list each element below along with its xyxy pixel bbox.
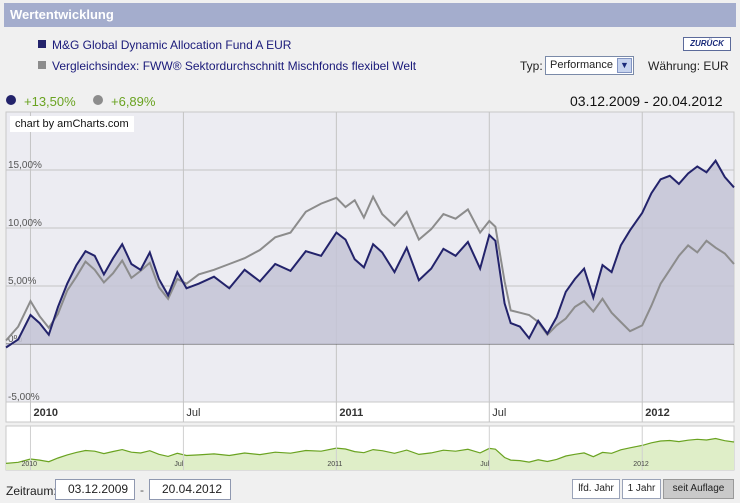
chart-credit[interactable]: chart by amCharts.com (10, 116, 134, 132)
typ-select[interactable]: Performance ▼ (545, 56, 634, 75)
navigator-tick-label: 2011 (327, 461, 342, 468)
panel-title-bar: Wertentwicklung (4, 3, 736, 27)
navigator-line (5, 437, 735, 464)
index-dot-icon (93, 95, 103, 105)
index-performance: +6,89% (111, 94, 156, 109)
y-tick-label: 5,00% (8, 276, 36, 287)
legend-index: Vergleichsindex: FWW® Sektordurchschnitt… (38, 59, 416, 73)
navigator-tick-label: Jul (174, 461, 183, 468)
navigator-tick-label: 2010 (21, 461, 37, 468)
date-separator: - (140, 483, 144, 497)
x-tick-label: Jul (186, 407, 200, 419)
fund-performance: +13,50% (24, 94, 76, 109)
period-button-1y[interactable]: 1 Jahr (622, 479, 661, 499)
navigator-area (6, 438, 734, 470)
y-tick-label: -5,00% (8, 392, 40, 403)
legend-fund-marker (38, 40, 46, 48)
fund-dot-icon (6, 95, 16, 105)
x-axis-band (5, 401, 735, 423)
date-range: 03.12.2009 - 20.04.2012 (570, 93, 723, 109)
currency-label: Währung: EUR (648, 59, 729, 73)
index-line (5, 194, 735, 342)
navigator-tick-label: 2012 (633, 461, 649, 468)
x-tick-label: 2012 (645, 407, 669, 419)
legend-fund-label: M&G Global Dynamic Allocation Fund A EUR (52, 38, 292, 52)
legend-fund: M&G Global Dynamic Allocation Fund A EUR (38, 38, 291, 52)
chevron-down-icon[interactable]: ▼ (617, 58, 632, 73)
zeitraum-label: Zeitraum: (6, 484, 57, 498)
period-button-ytd[interactable]: lfd. Jahr (572, 479, 620, 499)
typ-label: Typ: (520, 59, 543, 73)
y-tick-label: 15,00% (8, 160, 42, 171)
date-to-input[interactable]: 20.04.2012 (149, 479, 231, 500)
back-button[interactable]: ZURÜCK (683, 37, 731, 51)
x-tick-label: Jul (492, 407, 506, 419)
performance-chart: -5,00% 0% 5,00% 10,00% 15,00% 2010 Jul 2011 Jul 2… (5, 111, 735, 471)
navigator-tick-label: Jul (480, 461, 489, 468)
x-tick-label: 2011 (339, 407, 363, 419)
typ-select-value: Performance (550, 59, 613, 71)
y-tick-label: 0% (8, 334, 23, 345)
date-from-input[interactable]: 03.12.2009 (55, 479, 135, 500)
fund-line (5, 158, 735, 349)
panel-title: Wertentwicklung (10, 7, 114, 22)
legend-index-marker (38, 61, 46, 69)
period-button-since-inception[interactable]: seit Auflage (663, 479, 734, 499)
legend-index-label: Vergleichsindex: FWW® Sektordurchschnitt… (52, 59, 417, 73)
y-tick-label: 10,00% (8, 218, 42, 229)
x-tick-label: 2010 (33, 407, 57, 419)
